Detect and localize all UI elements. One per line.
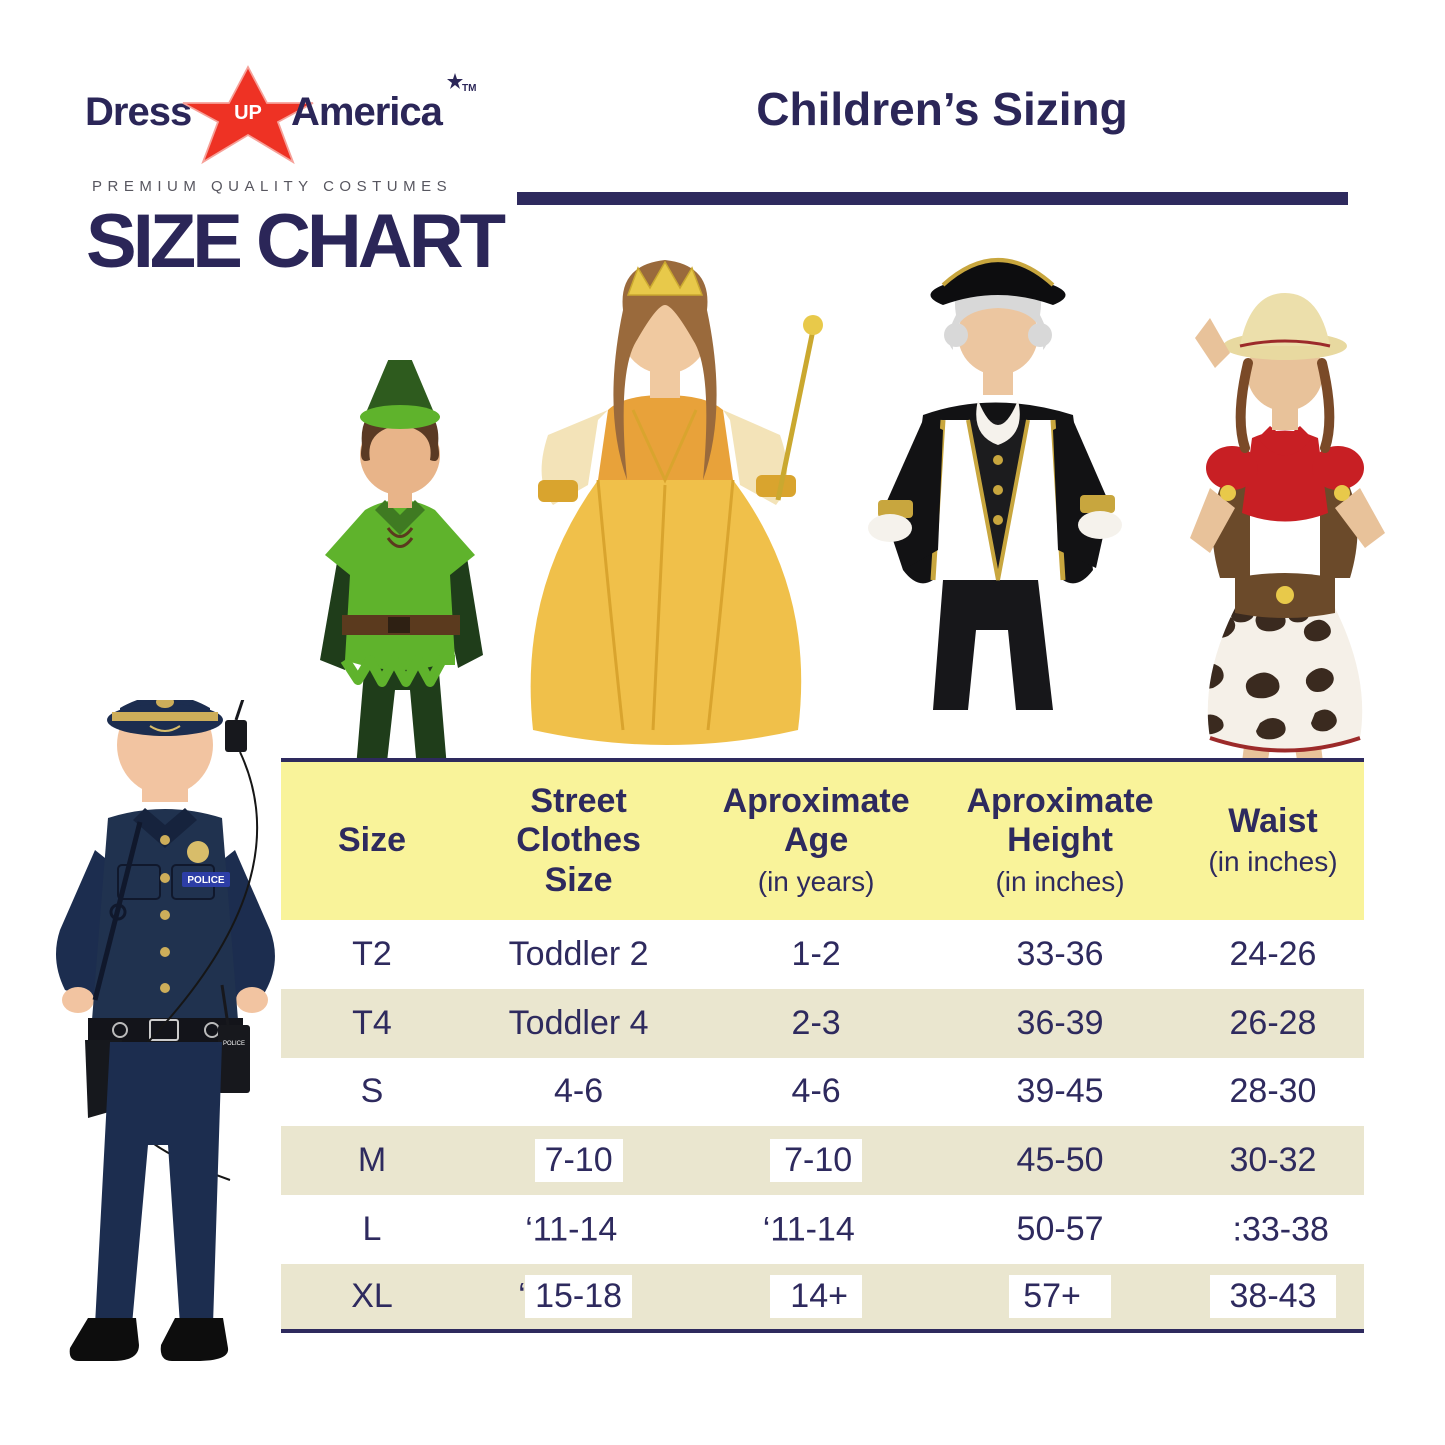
svg-text:POLICE: POLICE (187, 875, 225, 886)
svg-text:POLICE: POLICE (223, 1041, 245, 1047)
